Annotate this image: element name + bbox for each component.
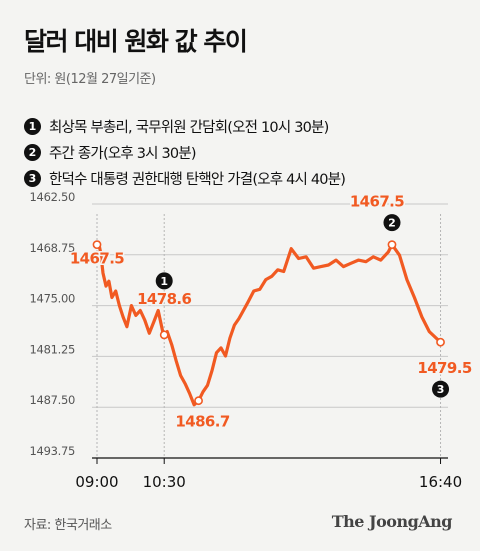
event-marker-label: 3 [437, 383, 445, 396]
data-point [92, 240, 102, 250]
event-number-badge: 1 [24, 117, 41, 135]
data-label: 1479.5 [417, 359, 471, 377]
y-tick-label: 1487.50 [30, 393, 75, 407]
y-tick-label: 1493.75 [30, 444, 75, 458]
event-marker-label: 1 [160, 275, 168, 288]
event-text: 주간 종가(오후 3시 30분) [49, 145, 197, 162]
x-tick-label: 16:40 [419, 473, 462, 491]
y-tick-label: 1462.50 [30, 190, 75, 204]
event-item: 1 최상목 부총리, 국무위원 간담회(오전 10시 30분) [24, 113, 345, 139]
event-text: 최상목 부총리, 국무위원 간담회(오전 10시 30분) [49, 119, 329, 136]
event-marker-label: 2 [388, 217, 396, 230]
data-point [436, 337, 445, 347]
unit-note: 단위: 원(12월 27일기준) [24, 72, 156, 87]
event-item: 3 한덕수 대통령 권한대행 탄핵안 가결(오후 4시 40분) [24, 165, 346, 191]
x-tick-label: 09:00 [75, 473, 118, 491]
series-line [95, 240, 443, 407]
data-point [387, 240, 397, 250]
source-note: 자료: 한국거래소 [24, 518, 112, 533]
data-label: 1467.5 [350, 193, 404, 211]
event-marker [155, 272, 173, 290]
event-number-badge: 2 [24, 143, 41, 161]
data-label: 1478.6 [137, 290, 191, 308]
event-marker [432, 380, 450, 398]
event-text: 한덕수 대통령 권한대행 탄핵안 가결(오후 4시 40분) [49, 171, 346, 188]
event-number-badge: 3 [24, 169, 41, 187]
brand-logo: The JoongAng [331, 512, 453, 531]
y-tick-label: 1468.75 [30, 241, 75, 255]
data-label: 1486.7 [175, 413, 229, 431]
data-label: 1467.5 [70, 250, 124, 268]
y-tick-label: 1475.00 [30, 292, 75, 306]
event-marker [383, 214, 401, 232]
data-point [159, 330, 169, 340]
chart-title: 달러 대비 원화 값 추이 [24, 27, 248, 56]
event-legend: 1 최상목 부총리, 국무위원 간담회(오전 10시 30분) 2 주간 종가(… [24, 113, 346, 191]
event-item: 2 주간 종가(오후 3시 30분) [24, 139, 345, 165]
y-tick-label: 1481.25 [30, 342, 75, 356]
x-tick-label: 10:30 [143, 473, 186, 491]
data-point [194, 396, 203, 406]
